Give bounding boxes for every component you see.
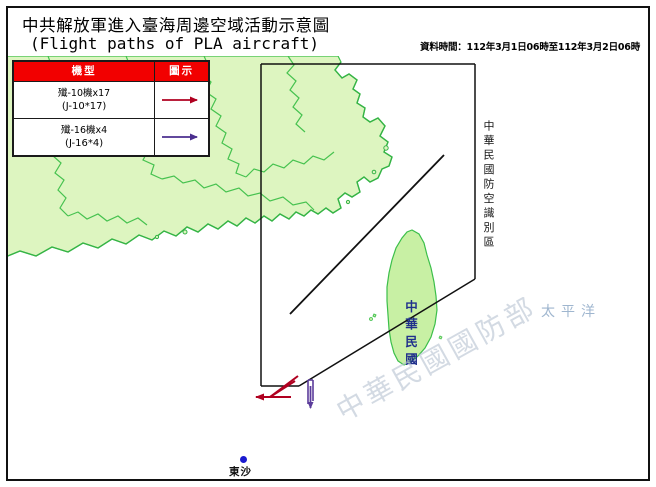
coastal-island	[182, 229, 188, 235]
legend-row-j16: 殲-16機x4 (J-16*4)	[12, 118, 209, 156]
legend-header-row: 機型 圖示	[12, 61, 209, 82]
legend-header-symbol: 圖示	[154, 61, 209, 82]
flight-track-j10	[255, 375, 299, 401]
legend-aircraft-j10-en: (J-10*17)	[61, 101, 107, 112]
legend-aircraft-j16: 殲-16機x4 (J-16*4)	[12, 118, 156, 156]
dongsha-label: 東沙	[229, 466, 252, 477]
province-border-d	[245, 151, 335, 178]
penghu-islands	[372, 313, 377, 318]
province-border-g	[286, 56, 306, 133]
page-title-cn: 中共解放軍進入臺海周邊空域活動示意圖	[22, 16, 330, 35]
legend-panel: 機型 圖示 殲-10機x17 (J-10*17)	[12, 60, 210, 157]
strait-median-line	[289, 154, 445, 315]
legend-aircraft-j16-en: (J-16*4)	[65, 138, 104, 149]
purple-arrow-icon	[161, 133, 198, 141]
coastal-island	[383, 145, 389, 151]
title-block: 中共解放軍進入臺海周邊空域活動示意圖 (Flight paths of PLA …	[8, 8, 648, 56]
dongsha-marker-icon	[240, 456, 247, 463]
j16-track-loop	[307, 380, 314, 404]
flight-track-j16	[307, 379, 314, 409]
pacific-ocean-label: 太平洋	[541, 304, 601, 320]
legend-symbol-j10	[154, 81, 209, 119]
legend-aircraft-j10: 殲-10機x17 (J-10*17)	[12, 81, 156, 119]
coastal-island	[154, 234, 160, 240]
legend-row-j10: 殲-10機x17 (J-10*17)	[12, 81, 209, 119]
adiz-label: 中華民國防空識別區	[482, 120, 495, 251]
red-arrow-icon	[161, 96, 198, 104]
data-time-label: 資料時間：112年3月1日06時至112年3月2日06時	[420, 42, 640, 53]
adiz-line-southeast	[298, 278, 476, 387]
taiwan-island	[369, 229, 443, 366]
green-island	[438, 335, 443, 340]
taiwan-land-fill	[386, 229, 438, 366]
coastal-island	[345, 199, 351, 205]
adiz-boundary	[260, 63, 476, 387]
taiwan-label: 中華民國	[403, 300, 418, 370]
j10-track-diagonal-lower	[269, 380, 296, 398]
legend-aircraft-j10-cn: 殲-10機x17	[57, 88, 111, 99]
coastal-island	[371, 169, 377, 175]
legend-header-type: 機型	[12, 61, 156, 82]
penghu-dot	[369, 317, 373, 321]
page-title-en: (Flight paths of PLA aircraft)	[30, 34, 319, 53]
legend-table: 機型 圖示 殲-10機x17 (J-10*17)	[12, 61, 209, 156]
province-border-b	[161, 175, 315, 211]
legend-aircraft-j16-cn: 殲-16機x4	[61, 125, 108, 136]
legend-symbol-j16	[154, 118, 209, 156]
province-border-f	[67, 211, 148, 226]
china-coastline-detail	[8, 61, 393, 257]
